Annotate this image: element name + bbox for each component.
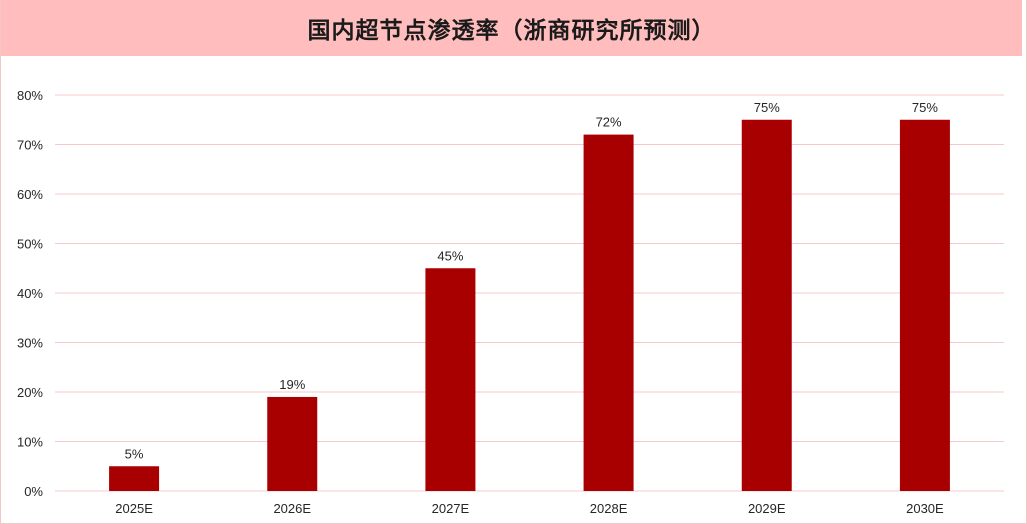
data-label: 5% [125,446,144,461]
y-tick-label: 60% [17,187,43,202]
y-tick-label: 20% [17,385,43,400]
bar-2026E [267,396,318,491]
title-bar: 国内超节点渗透率（浙商研究所预测） [1,0,1022,56]
bar-2025E [109,466,160,491]
y-tick-label: 70% [17,138,43,153]
x-tick-label: 2027E [432,501,470,516]
bar-2029E [741,119,792,491]
x-tick-label: 2029E [748,501,786,516]
y-tick-label: 80% [17,88,43,103]
chart-title: 国内超节点渗透率（浙商研究所预测） [307,18,716,44]
bar-2030E [899,119,950,491]
y-tick-label: 30% [17,336,43,351]
data-label: 45% [437,248,463,263]
y-tick-label: 50% [17,237,43,252]
x-tick-label: 2028E [590,501,628,516]
data-label: 75% [754,100,780,115]
x-tick-label: 2030E [906,501,944,516]
bar-2027E [425,268,476,491]
data-label: 19% [279,377,305,392]
x-tick-label: 2026E [273,501,311,516]
data-label: 75% [912,100,938,115]
data-label: 72% [596,115,622,130]
y-tick-label: 0% [24,484,43,499]
bar-2028E [583,134,634,491]
y-tick-label: 40% [17,286,43,301]
y-tick-label: 10% [17,435,43,450]
x-tick-label: 2025E [115,501,153,516]
